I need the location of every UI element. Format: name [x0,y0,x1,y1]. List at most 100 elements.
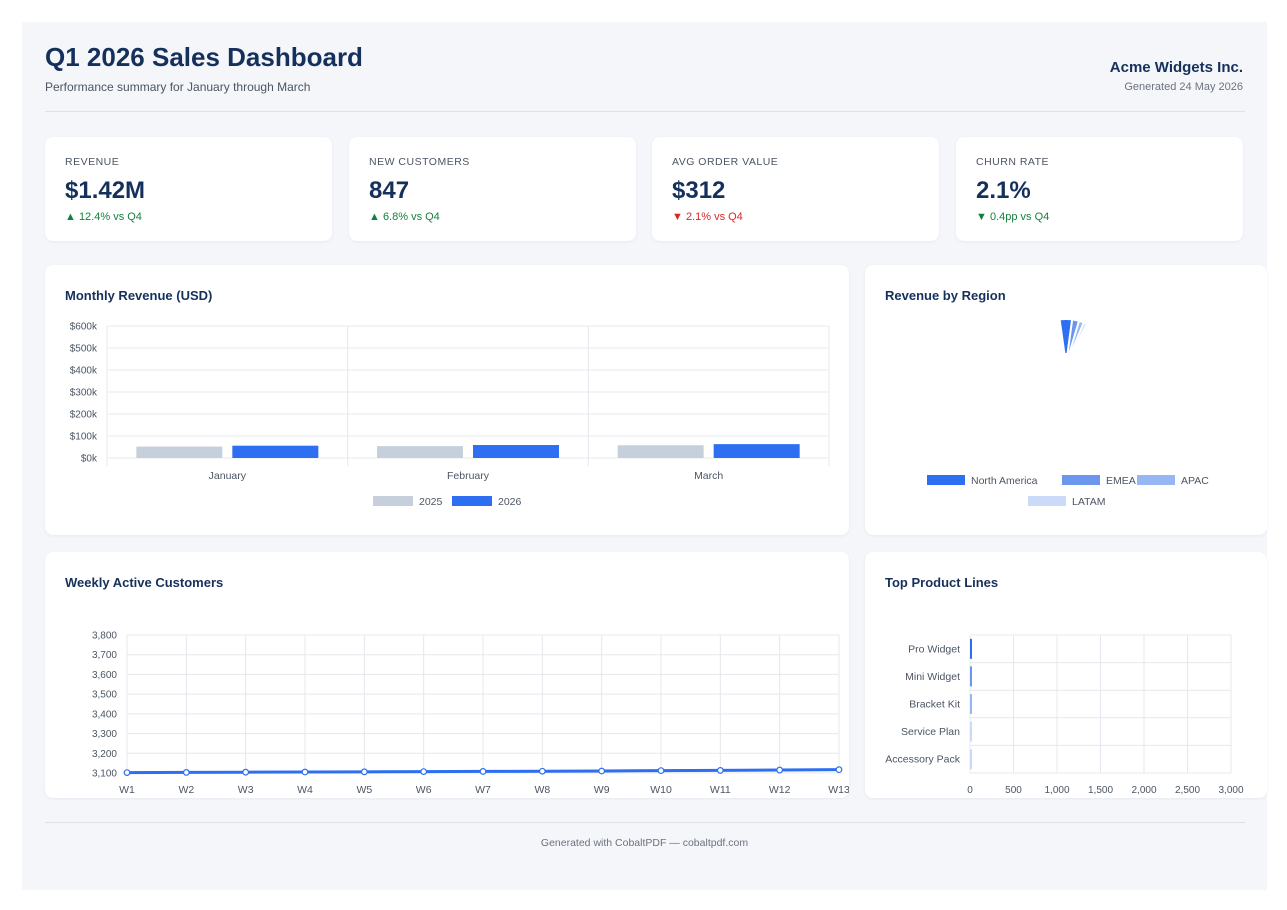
data-point [538,767,546,775]
data-point [776,766,784,774]
chart-title: Weekly Active Customers [65,575,224,590]
x-tick-label: W5 [356,784,372,796]
y-tick-label: 3,700 [92,650,117,661]
chart-title: Top Product Lines [885,575,999,590]
data-point [301,768,309,776]
x-tick-label: W7 [475,784,491,796]
x-tick-label: W9 [594,784,610,796]
top-product-lines-chart: 0 500 1,000 1,500 2,000 2,500 3,000 Pro Widget M… [885,634,1244,796]
legend-swatch [1137,475,1175,485]
kpi-label: CHURN RATE [976,156,1050,168]
x-tick-label: February [447,470,490,482]
legend-swatch [1028,496,1066,506]
y-tick-label: 3,600 [92,670,117,681]
bar-2026 [232,445,319,458]
data-point [716,767,724,774]
bar-2025 [136,446,223,458]
x-tick-label: W1 [119,784,135,796]
legend-label: LATAM [1072,496,1105,508]
kpi-label: AVG ORDER VALUE [672,156,779,168]
chart-title: Monthly Revenue (USD) [65,288,213,303]
page-title: Q1 2026 Sales Dashboard [45,42,363,72]
y-tick-label: $100k [70,432,98,443]
revenue-by-region-chart: North America EMEA APAC LATAM [927,318,1209,508]
page-subtitle: Performance summary for January through … [45,80,311,94]
kpi-delta: ▲ 12.4% vs Q4 [65,211,142,223]
bar [970,694,972,714]
y-tick-label: $600k [70,322,98,333]
monthly-revenue-chart: $0k $100k $200k $300k $400k $500k $600k January… [70,322,830,508]
kpi-card-avg-order-value: AVG ORDER VALUE $312 ▼ 2.1% vs Q4 [652,137,939,241]
legend-swatch [452,496,492,506]
x-tick-label: W11 [710,784,731,796]
x-tick-label: 2,500 [1175,785,1200,796]
x-tick-label: W8 [534,784,550,796]
bar [970,749,972,770]
data-point [479,768,487,775]
chart-title: Revenue by Region [885,288,1006,303]
data-point [598,767,606,775]
header-divider [45,111,1245,112]
bar [970,721,972,742]
y-tick-label: $300k [70,388,98,399]
kpi-delta: ▼ 0.4pp vs Q4 [976,211,1050,223]
dashboard-page: Q1 2026 Sales Dashboard Performance summ… [22,22,1267,890]
data-point [182,769,190,776]
bar-2025 [617,445,704,458]
weekly-active-customers-card: Weekly Active Customers 3,100 3,200 3,300 3… [45,552,849,798]
bar-2025 [377,446,463,458]
x-tick-label: March [694,470,723,482]
legend-label: North America [971,475,1038,487]
legend-label: EMEA [1106,475,1136,487]
x-tick-label: W4 [297,784,313,796]
y-tick-label: Mini Widget [905,671,960,683]
kpi-value: $312 [672,177,726,204]
weekly-active-customers-chart: 3,100 3,200 3,300 3,400 3,500 3,600 3,700 3,800… [92,631,849,797]
legend-label: 2026 [498,496,522,508]
kpi-card-new-customers: NEW CUSTOMERS 847 ▲ 6.8% vs Q4 [349,137,636,241]
kpi-value: 2.1% [976,177,1031,204]
y-tick-label: Service Plan [901,726,960,738]
y-tick-label: 3,100 [92,769,117,780]
kpi-delta: ▼ 2.1% vs Q4 [672,211,743,223]
y-tick-label: Accessory Pack [885,754,960,766]
x-tick-label: W6 [416,784,432,796]
y-tick-label: $500k [70,344,98,355]
x-tick-label: W10 [650,784,672,796]
y-tick-label: 3,400 [92,709,117,720]
bar-2026 [713,444,800,458]
x-tick-label: W13 [828,784,849,796]
bar [970,666,972,687]
y-tick-label: Bracket Kit [909,699,960,711]
legend-label: APAC [1181,475,1209,487]
y-tick-label: $400k [70,366,98,377]
data-point [657,767,665,775]
kpi-delta: ▲ 6.8% vs Q4 [369,211,440,223]
data-point [242,768,250,776]
y-tick-label: Pro Widget [908,643,960,655]
x-tick-label: January [209,470,247,482]
data-point [360,768,368,776]
generated-date: Generated 24 May 2026 [1124,81,1243,93]
top-product-lines-card: Top Product Lines 0 500 1,000 1,500 2,000 2,5… [865,552,1267,798]
x-tick-label: 500 [1005,785,1022,796]
legend-label: 2025 [419,496,443,508]
revenue-by-region-card: Revenue by Region North America EMEA APAC L… [865,265,1267,535]
data-point [420,768,428,776]
kpi-label: NEW CUSTOMERS [369,156,470,168]
footer-text: Generated with CobaltPDF — cobaltpdf.com [540,837,749,849]
legend-swatch [373,496,413,506]
kpi-card-churn-rate: CHURN RATE 2.1% ▼ 0.4pp vs Q4 [956,137,1243,241]
x-tick-label: 0 [967,785,973,796]
x-tick-label: W2 [178,784,194,796]
data-point [835,766,843,774]
kpi-value: $1.42M [65,177,146,204]
y-tick-label: 3,300 [92,729,117,740]
y-tick-label: $0k [81,454,98,465]
legend-swatch [1062,475,1100,485]
kpi-card-revenue: REVENUE $1.42M ▲ 12.4% vs Q4 [45,137,332,241]
monthly-revenue-card: Monthly Revenue (USD) $0k $100k $200k $300k… [45,265,849,535]
legend-swatch [927,475,965,485]
data-point [123,769,131,777]
x-tick-label: W3 [238,784,254,796]
